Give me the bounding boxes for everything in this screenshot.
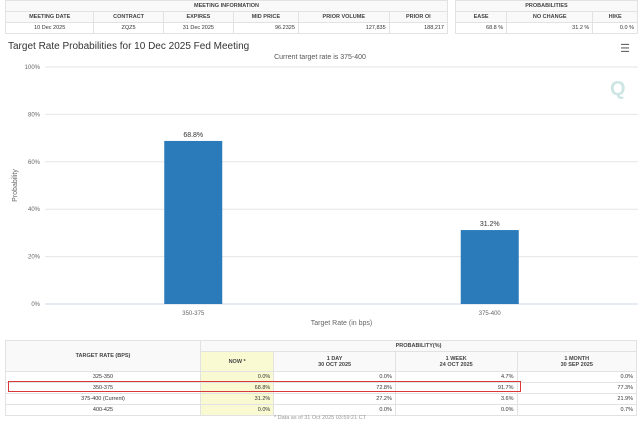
rate-cell: 375-400 (Current) bbox=[5, 393, 201, 405]
x-axis-title: Target Rate (in bps) bbox=[311, 320, 372, 327]
col-l2: 24 OCT 2025 bbox=[439, 361, 473, 368]
contract: ZQZ5 bbox=[93, 22, 164, 34]
rate-table: TARGET RATE (BPS) PROBABILITY(%) NOW * 1 D… bbox=[5, 340, 637, 416]
col-l2: 30 SEP 2025 bbox=[560, 361, 593, 368]
col-l1: 1 DAY bbox=[326, 355, 343, 362]
col-l2: 30 OCT 2025 bbox=[318, 361, 352, 368]
prob-cell: 0.0% bbox=[199, 371, 275, 383]
col-l1: 1 MONTH bbox=[564, 355, 590, 362]
x-tick-label: 375-400 bbox=[479, 311, 502, 317]
probabilities-table: PROBABILITIES EASE NO CHANGE HIKE 68.8 % 31… bbox=[454, 0, 638, 34]
y-axis-title: Probability bbox=[12, 169, 19, 202]
mid-price: 96.2325 bbox=[232, 22, 299, 34]
y-tick-label: 20% bbox=[28, 255, 41, 261]
table-row: 325-350 0.0% 0.0% 4.7% 0.0% bbox=[5, 371, 637, 383]
prob-cell: 0.7% bbox=[516, 404, 637, 416]
hike-value: 0.0 % bbox=[592, 22, 638, 34]
prob-cell: 21.9% bbox=[516, 393, 637, 405]
table-row: 375-400 (Current) 31.2% 27.2% 3.6% 21.9% bbox=[5, 393, 637, 405]
prob-cell: 31.2% bbox=[199, 393, 275, 405]
bar bbox=[164, 140, 223, 304]
prob-cell: 0.0% bbox=[199, 404, 275, 416]
prob-cell: 0.0% bbox=[516, 371, 637, 383]
data-label: 68.8% bbox=[183, 132, 203, 139]
prob-cell: 27.2% bbox=[273, 393, 396, 405]
bar-chart: 0% 20% 40% 60% 80% 100% 68.8% 350-375 31.2% 375-4… bbox=[12, 65, 638, 327]
col-header: MEETING DATE bbox=[4, 11, 95, 23]
y-tick-label: 0% bbox=[31, 302, 40, 308]
logo: Q bbox=[610, 78, 626, 100]
prob-cell: 0.0% bbox=[273, 404, 396, 416]
prior-oi: 188,217 bbox=[388, 22, 449, 34]
y-tick-label: 60% bbox=[28, 160, 41, 166]
rate-cell: 400-425 bbox=[5, 404, 201, 416]
prob-col-header: 1 WEEK 24 OCT 2025 bbox=[394, 351, 518, 372]
prob-col-header: 1 DAY 30 OCT 2025 bbox=[273, 351, 396, 372]
ease-value: 68.8 % bbox=[454, 22, 508, 34]
y-tick-label: 100% bbox=[25, 65, 41, 71]
prob-col-header: NOW * bbox=[199, 351, 275, 372]
no-change-value: 31.2 % bbox=[506, 22, 594, 34]
bar bbox=[460, 230, 519, 304]
chart-title: Target Rate Probabilities for 10 Dec 202… bbox=[8, 41, 250, 52]
chart-subtitle: Current target rate is 375-400 bbox=[274, 54, 366, 61]
meeting-info-table: MEETING INFORMATION MEETING DATE CONTRACT… bbox=[4, 0, 449, 34]
prob-cell: 3.6% bbox=[394, 393, 518, 405]
rate-header: TARGET RATE (BPS) bbox=[5, 340, 201, 372]
data-label: 31.2% bbox=[480, 221, 500, 228]
prob-cell: 0.0% bbox=[394, 404, 518, 416]
y-tick-label: 80% bbox=[28, 112, 41, 118]
prob-cell: 77.3% bbox=[516, 382, 637, 394]
highlight-box bbox=[8, 381, 521, 392]
table-row: 400-425 0.0% 0.0% 0.0% 0.7% bbox=[5, 404, 637, 416]
col-l1: NOW * bbox=[228, 358, 246, 365]
col-l1: 1 WEEK bbox=[445, 355, 467, 362]
y-tick-label: 40% bbox=[28, 207, 41, 213]
prob-header: PROBABILITY(%) bbox=[200, 340, 637, 352]
x-tick-label: 350-375 bbox=[182, 311, 205, 317]
data-timestamp: * Data as of 31 Oct 2025 03:59:21 CT bbox=[273, 415, 367, 421]
expires: 31 Dec 2025 bbox=[162, 22, 234, 34]
hamburger-icon[interactable]: ☰ bbox=[620, 43, 630, 55]
prob-col-header: 1 MONTH 30 SEP 2025 bbox=[516, 351, 637, 372]
